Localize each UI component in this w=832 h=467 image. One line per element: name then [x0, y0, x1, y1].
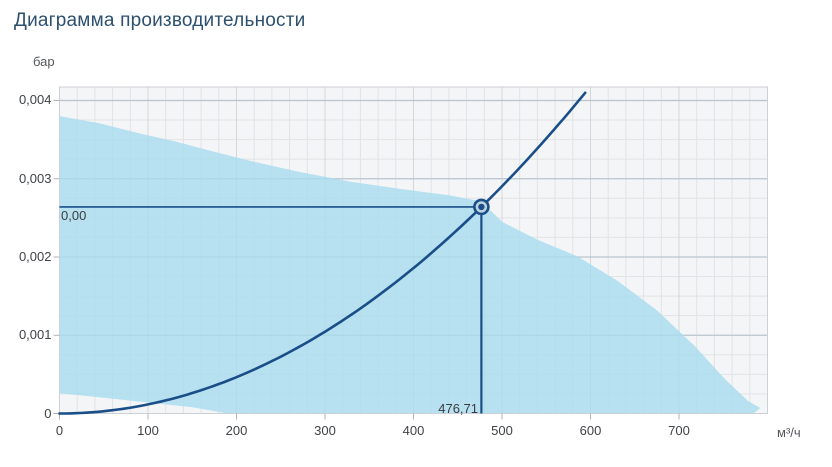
y-tick-label: 0,001 — [18, 327, 52, 343]
x-tick-label: 200 — [225, 423, 248, 438]
x-tick-label: 300 — [314, 423, 336, 438]
y-tick-label: 0,003 — [18, 170, 52, 186]
x-tick-label: 700 — [668, 423, 690, 438]
y-tick-label: 0 — [44, 405, 52, 421]
system-curve — [58, 91, 587, 415]
operating-envelope-area — [59, 116, 761, 414]
x-tick-label: 100 — [137, 423, 159, 438]
operating-point-pressure-label: 0,00 — [61, 208, 87, 223]
operating-point-dot — [478, 203, 485, 211]
page-title: Диаграмма производительности — [14, 10, 306, 31]
x-axis-unit-label: м³/ч — [777, 425, 801, 440]
operating-point-flow-label: 476,71 — [438, 401, 478, 416]
x-tick-label: 600 — [579, 423, 602, 438]
operating-point-marker[interactable] — [473, 198, 490, 216]
x-tick-label: 400 — [402, 423, 425, 438]
y-axis-unit-label: бар — [33, 54, 55, 69]
y-tick-label: 0,002 — [18, 248, 52, 264]
y-tick-label: 0,004 — [18, 92, 52, 108]
x-tick-label: 500 — [491, 423, 513, 438]
x-tick-label: 0 — [55, 423, 64, 438]
